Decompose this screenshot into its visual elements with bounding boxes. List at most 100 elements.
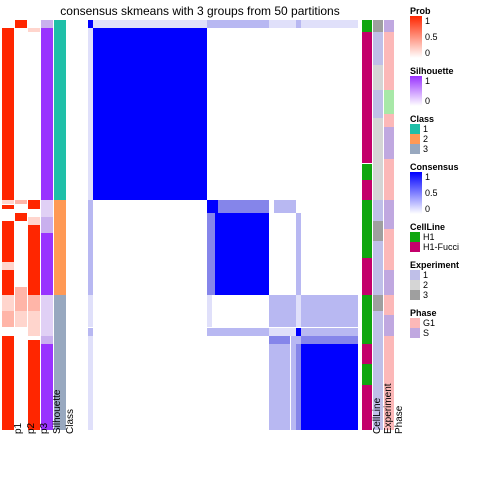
legend-items-Phase: G1S	[410, 318, 459, 338]
gradient-label: 1	[425, 76, 430, 86]
legend-items-CellLine: H1H1-Fucci	[410, 232, 459, 252]
legend-title-Experiment: Experiment	[410, 260, 459, 270]
ann-seg	[2, 328, 14, 336]
ann-seg	[41, 295, 53, 336]
heatmap-cell	[301, 20, 358, 28]
legend-swatch	[410, 270, 420, 280]
ann-col-p3	[28, 20, 40, 430]
gradient-label: 0.5	[425, 32, 438, 42]
ann-seg	[384, 295, 394, 316]
ann-seg	[2, 20, 14, 28]
ann-seg	[384, 20, 394, 32]
axis-label-Experiment: Experiment	[383, 383, 394, 434]
ann-seg	[362, 200, 372, 257]
legend-label: 1	[423, 270, 428, 280]
legend-label: 1	[423, 124, 428, 134]
heatmap-cell	[269, 295, 296, 328]
gradient-label: 0	[425, 96, 430, 106]
ann-seg	[15, 205, 27, 213]
legend-swatch	[410, 232, 420, 242]
ann-seg	[28, 340, 40, 430]
ann-seg	[15, 221, 27, 287]
axis-label-Class: Class	[65, 409, 76, 434]
ann-seg	[373, 90, 383, 119]
axis-label-p1: p1	[13, 423, 24, 434]
ann-seg	[362, 32, 372, 163]
ann-seg	[373, 20, 383, 32]
legend-item: H1	[410, 232, 459, 242]
heatmap-cell	[269, 344, 291, 430]
ann-seg	[384, 315, 394, 336]
legend-items-Class: 123	[410, 124, 459, 154]
heatmap-cell	[218, 200, 269, 212]
legend-swatch	[410, 290, 420, 300]
ann-seg	[15, 28, 27, 200]
ann-seg	[384, 200, 394, 229]
legend-item: 2	[410, 280, 459, 290]
legend-label: 2	[423, 280, 428, 290]
heatmap-cell	[215, 213, 269, 295]
legend-label: 3	[423, 290, 428, 300]
heatmap-cell	[93, 336, 206, 344]
gradient-label: 1	[425, 172, 430, 182]
legend-title-CellLine: CellLine	[410, 222, 459, 232]
ann-seg	[41, 233, 53, 295]
heatmap-cell	[207, 344, 269, 430]
heatmap-cell	[301, 336, 358, 344]
ann-seg	[384, 114, 394, 126]
legend-gradient-Silhouette: 10	[410, 76, 459, 106]
legend-item: S	[410, 328, 459, 338]
legend-swatch	[410, 280, 420, 290]
axis-label-Silhouette: Silhouette	[52, 390, 63, 434]
gradient-bar	[410, 172, 422, 214]
ann-seg	[2, 311, 14, 327]
heatmap-cell	[207, 328, 269, 336]
heatmap-cell	[301, 328, 358, 336]
heatmap-cell	[301, 213, 358, 295]
ann-seg	[41, 217, 53, 233]
ann-seg	[28, 295, 40, 311]
heatmap-cell	[207, 28, 358, 200]
heatmap-cell	[93, 295, 206, 328]
legend-label: G1	[423, 318, 435, 328]
heatmap-cell	[207, 213, 215, 295]
heatmap-cell	[301, 295, 358, 328]
ann-seg	[2, 270, 14, 295]
heatmap-cell	[93, 328, 206, 336]
ann-seg	[15, 213, 27, 221]
heatmap-row	[88, 336, 358, 344]
legend-swatch	[410, 242, 420, 252]
ann-seg	[2, 28, 14, 200]
ann-seg	[362, 364, 372, 385]
legend-item: 1	[410, 124, 459, 134]
legend-title-Silhouette: Silhouette	[410, 66, 459, 76]
ann-seg	[373, 241, 383, 294]
heatmap-cell	[93, 28, 206, 200]
heatmap-cell	[291, 336, 302, 344]
ann-seg	[373, 32, 383, 65]
ann-seg	[2, 295, 14, 311]
gradient-label: 0	[425, 204, 430, 214]
ann-seg	[362, 258, 372, 295]
axis-label-p2: p2	[26, 423, 37, 434]
heatmap-row	[88, 328, 358, 336]
ann-seg	[28, 32, 40, 200]
legend-item: G1	[410, 318, 459, 328]
heatmap-cell	[93, 344, 206, 430]
ann-seg	[41, 20, 53, 28]
ann-seg	[2, 209, 14, 221]
heatmap-cell	[207, 200, 218, 212]
axis-label-p3: p3	[39, 423, 50, 434]
heatmap-row	[88, 200, 358, 212]
legend-swatch	[410, 318, 420, 328]
legend-gradient-Prob: 10.50	[410, 16, 459, 58]
heatmap-row	[88, 28, 358, 200]
heatmap-cell	[274, 200, 296, 212]
ann-seg	[28, 209, 40, 217]
gradient-label: 0	[425, 48, 430, 58]
ann-seg	[362, 385, 372, 430]
ann-seg	[2, 336, 14, 430]
ann-seg	[41, 200, 53, 216]
ann-col-Class	[54, 20, 66, 430]
legend-title-Prob: Prob	[410, 6, 459, 16]
